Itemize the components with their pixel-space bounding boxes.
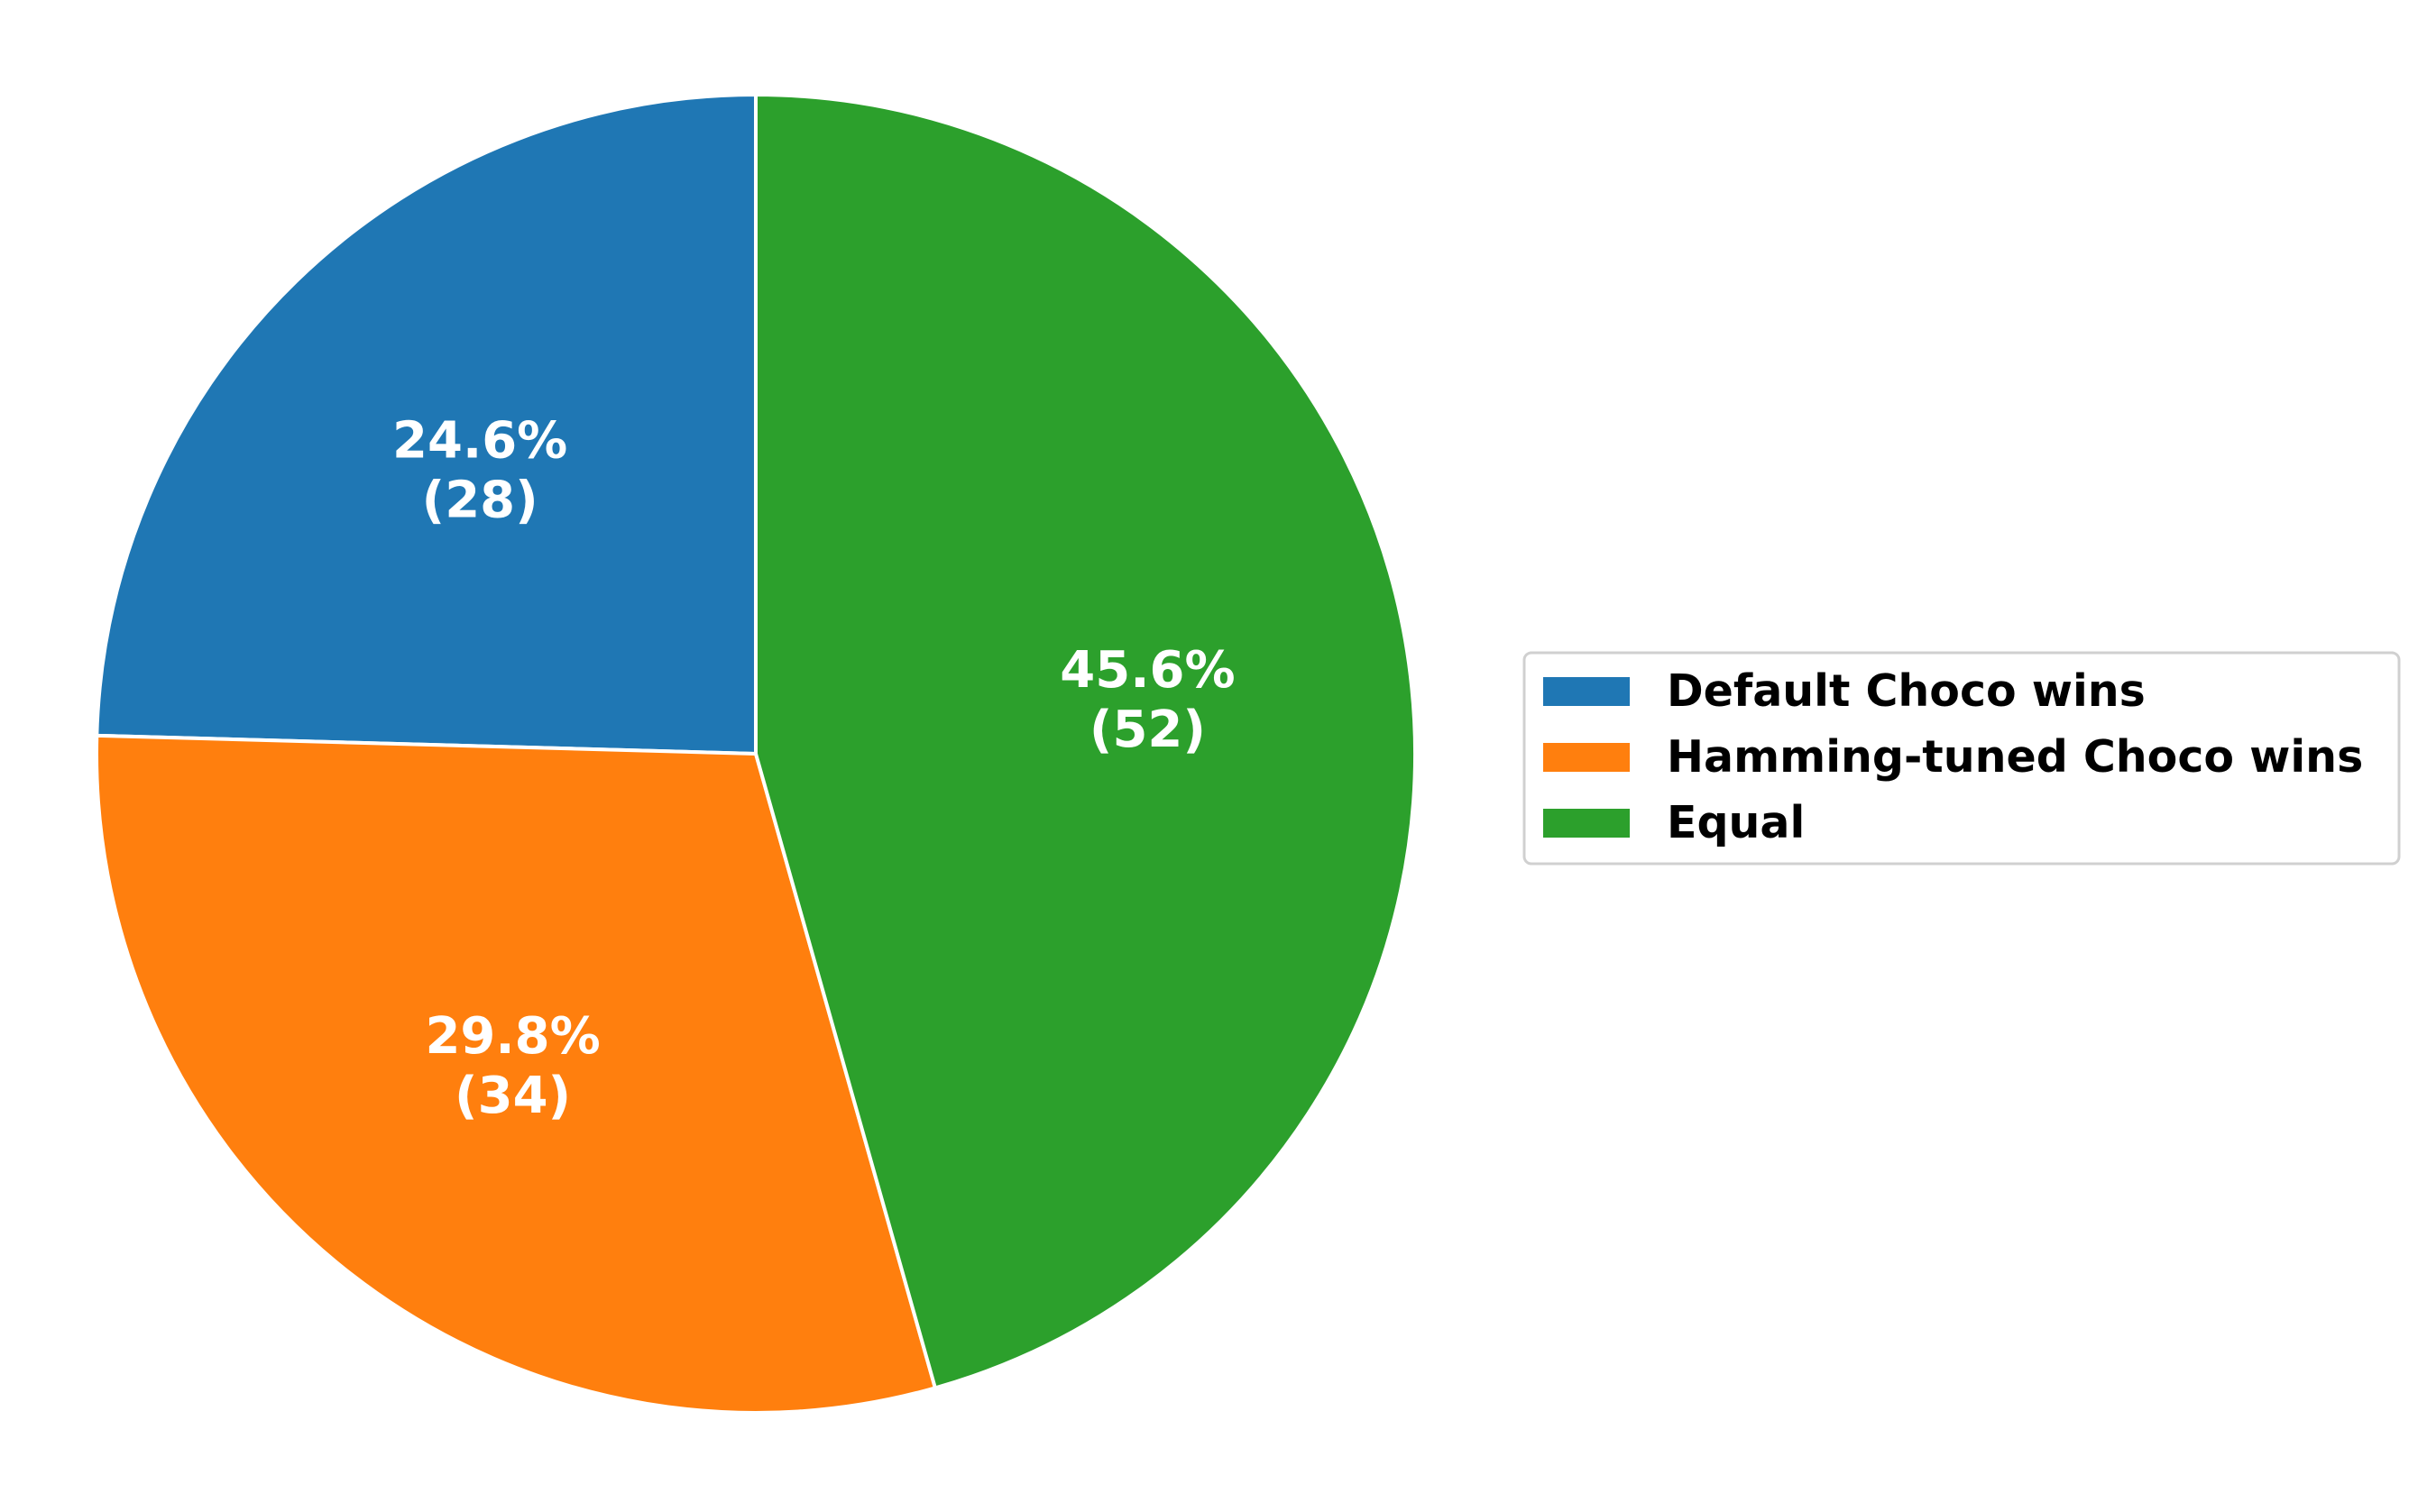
slice-percent-label: 24.6% (392, 412, 567, 471)
slice-count-label: (28) (422, 472, 538, 530)
pie-slice-default-choco-wins (95, 93, 758, 756)
legend-swatch-default-choco-wins (1543, 677, 1630, 706)
legend-frame (1522, 651, 2401, 866)
pie-slice-labels: 24.6%(28) 29.8%(34) 45.6%(52) (392, 412, 1236, 1125)
legend: Default Choco wins Hamming-tuned Choco wi… (1522, 651, 2401, 866)
slice-percent-label: 29.8% (425, 1007, 600, 1066)
slice-count-label: (52) (1089, 701, 1206, 759)
pie-slice-hamming-tuned-choco-wins (95, 733, 937, 1416)
legend-swatch-equal (1543, 809, 1630, 838)
legend-label-equal: Equal (1667, 797, 1805, 848)
legend-swatch-hamming-tuned-choco-wins (1543, 743, 1630, 772)
legend-label-hamming-tuned-choco-wins: Hamming-tuned Choco wins (1667, 731, 2363, 783)
slice-count-label: (34) (455, 1067, 571, 1125)
legend-label-default-choco-wins: Default Choco wins (1667, 665, 2146, 717)
pie-slice-equal (754, 93, 1418, 1390)
pie-slices (95, 93, 1418, 1416)
slice-percent-label: 45.6% (1060, 641, 1235, 700)
